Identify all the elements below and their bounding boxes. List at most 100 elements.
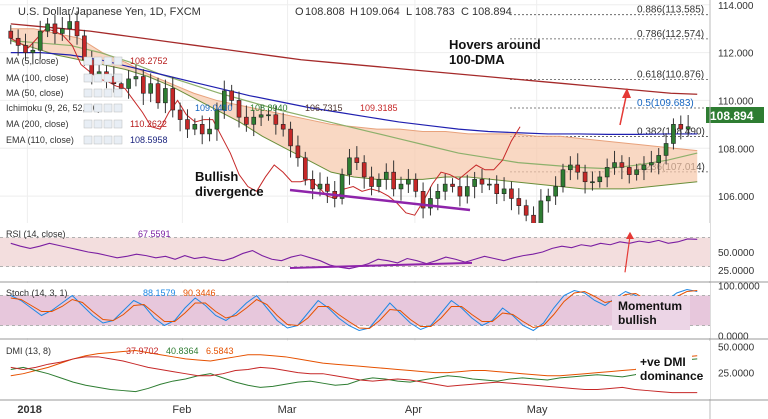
ichimoku-cloud: [10, 28, 698, 190]
candle-body: [612, 162, 617, 168]
bullish-text: bullish: [618, 313, 657, 327]
candle-body: [192, 124, 198, 130]
candle-body: [420, 191, 426, 209]
candle-body: [229, 90, 234, 101]
candle-body: [52, 23, 58, 34]
time-axis: 2018 Feb Mar Apr May: [0, 399, 710, 416]
candle-body: [126, 78, 131, 89]
dmi-tick: 25.0000: [718, 369, 755, 380]
candle-body: [516, 198, 522, 206]
ohlc-close-label: C: [461, 6, 469, 18]
candle-body: [487, 183, 492, 186]
candle-body: [74, 21, 80, 37]
price-tick-label: 106.000: [718, 192, 755, 203]
fib-label: 0.382(108.490): [637, 127, 705, 138]
candle-body: [369, 176, 374, 187]
ohlc-open-label: O: [295, 6, 304, 18]
candle-body: [155, 83, 161, 104]
candle-body: [177, 109, 183, 120]
legend-settings-icon: [83, 56, 93, 66]
ohlc-low-value: 108.783: [415, 6, 455, 18]
legend-settings-icon: [113, 73, 123, 83]
candle-body: [45, 23, 50, 32]
legend-settings-icon: [83, 88, 93, 98]
legend-settings-icon: [93, 88, 103, 98]
candle-body: [266, 114, 271, 117]
candle-body: [604, 167, 610, 178]
rsi-panel: RSI (14, close) 67.5591 50.0000 25.0000: [0, 223, 768, 283]
dmi-label: DMI (13, 8): [6, 346, 51, 356]
dmi-value: 6.5843: [206, 346, 234, 356]
candle-body: [523, 205, 529, 216]
legend-settings-icon: [83, 73, 93, 83]
candle-body: [118, 83, 124, 89]
legend-label: MA (100, close): [6, 73, 69, 83]
momentum-text: Momentum: [618, 299, 682, 313]
candle-body: [383, 171, 389, 180]
legend-settings-icon: [83, 135, 93, 145]
legend-label: MA (5, close): [6, 56, 59, 66]
stoch-band: [0, 295, 710, 326]
candle-body: [15, 37, 21, 46]
candle-body: [148, 83, 153, 94]
dmi-panel: DMI (13, 8) 37.9702 40.8364 6.5843 50.0000 25…: [0, 341, 768, 401]
candle-body: [236, 100, 242, 118]
candle-body: [450, 183, 455, 187]
ohlc-high-label: H: [350, 6, 358, 18]
candle-body: [361, 162, 367, 178]
price-tick-label: 108.000: [718, 144, 755, 155]
candle-body: [649, 162, 654, 166]
candle-body: [494, 183, 500, 194]
legend-value: 108.5958: [130, 135, 168, 145]
candle-body: [295, 145, 301, 159]
x-tick-label: Feb: [172, 404, 191, 416]
cloud-upper-line: [10, 28, 698, 152]
x-tick-label: Mar: [278, 404, 297, 416]
legend-label: EMA (110, close): [6, 135, 74, 145]
candle-body: [575, 164, 581, 173]
candle-body: [568, 164, 573, 171]
candle-body: [273, 114, 279, 125]
legend-settings-icon: [113, 119, 123, 129]
legend-value: 106.7315: [305, 103, 343, 113]
candle-body: [464, 186, 470, 197]
candle-body: [560, 169, 566, 187]
candle-body: [214, 109, 220, 130]
legend-settings-icon: [103, 88, 113, 98]
price-tick-label: 114.000: [718, 1, 754, 12]
candle-body: [339, 174, 345, 199]
x-tick-label: Apr: [405, 404, 422, 416]
divergence-line-price: [289, 188, 471, 212]
stoch-d-value: 90.3446: [183, 288, 216, 298]
legend-settings-icon: [93, 135, 103, 145]
candle-body: [82, 35, 87, 61]
candlesticks: [8, 11, 691, 238]
annotation-divergence: divergence: [195, 184, 264, 199]
fib-label: 0.618(110.876): [637, 69, 704, 80]
candle-body: [133, 76, 139, 80]
candle-body: [457, 186, 463, 197]
chart-title: U.S. Dollar/Japanese Yen, 1D, FXCM: [18, 6, 201, 18]
rsi-up-arrow-shaft: [624, 235, 631, 273]
ma200-line: [10, 23, 698, 95]
candle-body: [199, 124, 205, 135]
last-price-tag: [706, 107, 764, 123]
candle-body: [472, 179, 477, 187]
legend-settings-icon: [113, 56, 123, 66]
rsi-label: RSI (14, close): [6, 229, 66, 239]
candle-body: [251, 116, 257, 125]
candle-body: [619, 162, 625, 168]
candle-body: [626, 167, 632, 175]
stoch-k-value: 88.1579: [143, 288, 176, 298]
price-tick-label: 112.000: [718, 49, 754, 60]
legend-settings-icon: [93, 103, 103, 113]
dmi-tick: 50.0000: [718, 342, 755, 353]
legend-settings-icon: [103, 119, 113, 129]
candle-body: [663, 143, 669, 156]
candle-body: [347, 157, 352, 175]
x-tick-label: 2018: [17, 404, 41, 416]
candle-body: [545, 195, 551, 202]
candle-body: [354, 157, 360, 163]
ma50-line: [10, 40, 698, 170]
